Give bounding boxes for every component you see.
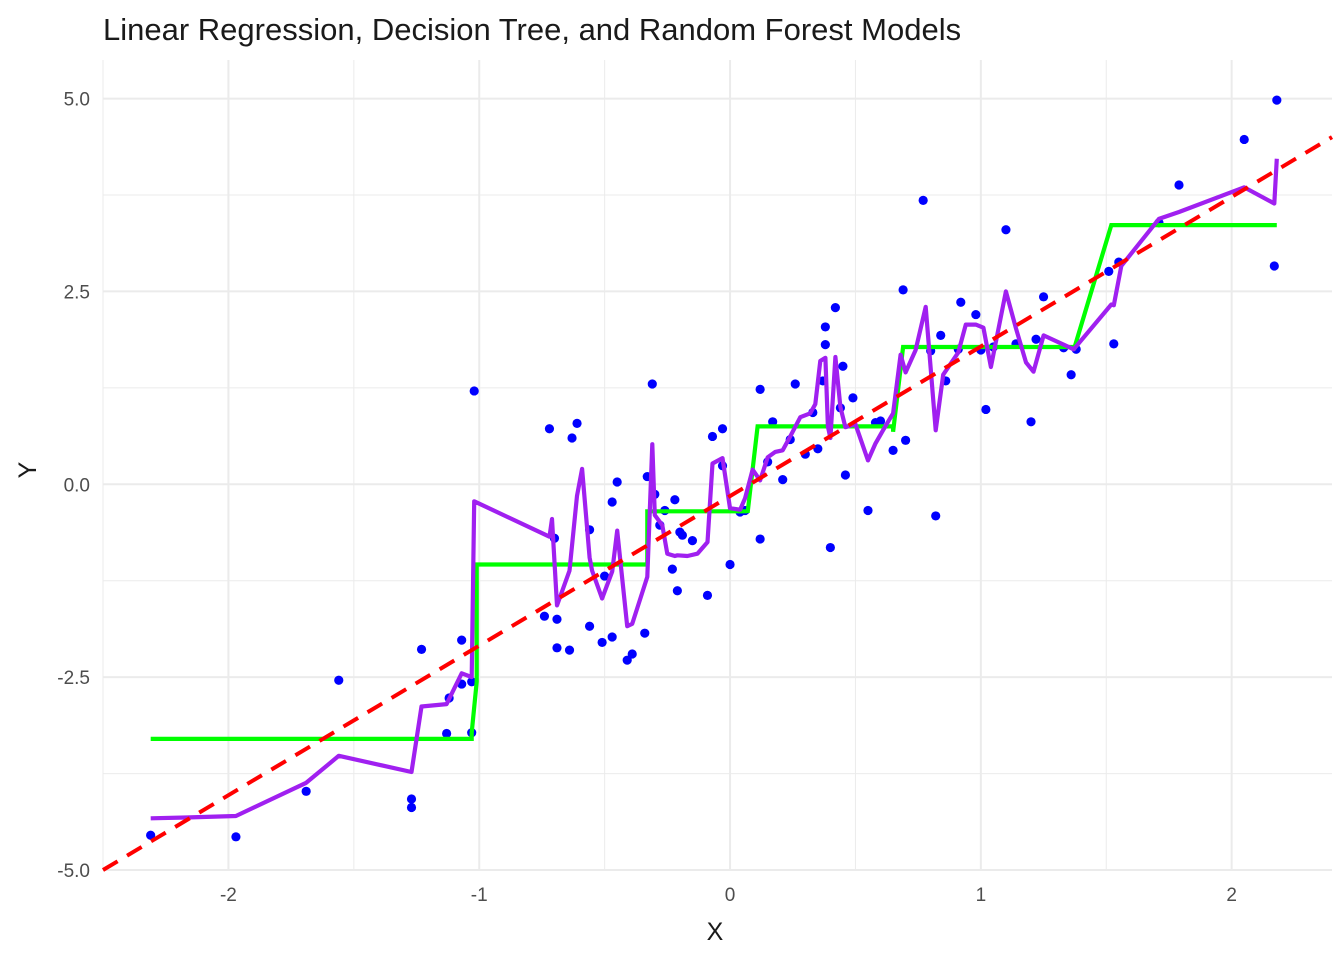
data-point [1066,370,1076,380]
data-point [469,386,479,396]
data-point [702,590,713,600]
data-point [552,614,562,624]
model-lines [101,135,1334,872]
data-point [918,195,928,205]
data-point [956,297,966,307]
data-point [1104,266,1114,276]
data-point [863,505,873,516]
data-point [600,571,610,581]
data-point [677,530,687,540]
data-point [875,416,886,426]
data-point [406,794,417,804]
data-point [564,645,575,655]
data-point [981,404,991,415]
y-tick-label: -5.0 [57,861,90,882]
x-axis-label: X [707,918,724,946]
major-gridlines [103,60,1332,871]
data-point [687,536,698,546]
data-point [936,330,946,340]
data-point [539,611,550,621]
data-point [901,435,911,445]
data-point [406,802,417,813]
data-point [971,309,981,320]
data-point [544,424,555,434]
data-point [612,477,622,487]
data-point [768,417,778,427]
data-point [898,285,908,295]
data-point [627,649,637,659]
x-tick-label: 2 [1226,885,1237,906]
data-point [457,635,467,645]
data-point [622,655,632,665]
data-point [552,643,562,653]
data-point [597,637,607,648]
x-tick-label: 1 [976,885,987,906]
data-point [670,495,680,505]
data-point [848,393,858,403]
data-point [820,340,830,350]
data-point [640,628,650,638]
data-point [717,424,728,434]
data-point [820,322,830,332]
data-point [301,786,311,796]
chart-title: Linear Regression, Decision Tree, and Ra… [103,12,961,47]
data-point [1026,417,1036,427]
y-tick-label: 5.0 [64,90,90,111]
data-point [231,832,241,842]
data-point [755,534,765,544]
data-point [931,511,941,521]
data-point [607,497,617,507]
data-point [1269,261,1279,271]
data-point [584,621,595,631]
minor-gridlines [102,60,1332,870]
data-point [755,384,765,394]
data-point [146,830,156,840]
y-tick-label: -2.5 [57,668,90,689]
data-point [334,675,344,685]
y-tick-label: 0.0 [64,475,90,496]
data-point [830,303,840,313]
data-point [667,564,677,574]
x-tick-labels: -2 -1 0 1 2 [220,885,1237,906]
x-tick-label: 0 [725,885,736,906]
plot-area [101,95,1334,872]
data-point [572,418,582,428]
data-point [1272,95,1282,105]
data-point [838,361,848,371]
data-point [1239,134,1249,145]
data-point [672,586,682,596]
decision-tree-line [150,223,1277,742]
data-point [1174,180,1184,190]
data-point [825,542,835,553]
data-point [840,470,851,480]
data-point [647,379,657,389]
data-points [146,95,1282,842]
data-point [778,475,788,485]
data-point [442,728,452,739]
data-point [725,559,735,570]
data-point [707,431,718,442]
y-axis-label: Y [14,461,42,478]
x-tick-label: -2 [220,885,237,906]
data-point [790,379,800,389]
y-tick-label: 2.5 [64,282,90,303]
data-point [1031,334,1041,344]
data-point [607,632,617,642]
data-point [888,445,898,455]
y-tick-labels: -5.0 -2.5 0.0 2.5 5.0 [57,90,90,882]
data-point [1001,225,1011,235]
data-point [1038,292,1049,302]
data-point [1109,339,1119,349]
x-tick-label: -1 [471,885,488,906]
data-point [567,433,577,443]
data-point [467,677,477,687]
random-forest-line [150,158,1279,821]
linear-regression-line [101,135,1334,872]
data-point [416,644,427,654]
